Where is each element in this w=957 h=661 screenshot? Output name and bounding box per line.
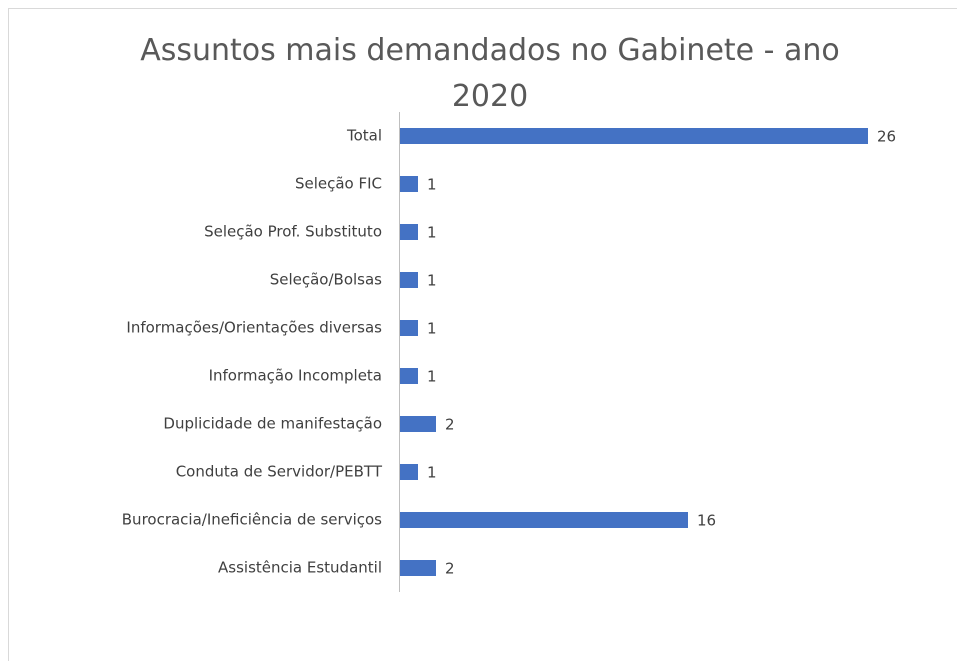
data-label: 1 — [427, 272, 437, 290]
data-label: 2 — [445, 416, 455, 434]
bar — [400, 224, 418, 240]
bar — [400, 512, 688, 528]
bar — [400, 272, 418, 288]
bar — [400, 176, 418, 192]
chart-border — [8, 8, 957, 661]
category-label: Informação Incompleta — [209, 367, 382, 385]
bar — [400, 368, 418, 384]
category-label: Burocracia/Ineficiência de serviços — [122, 511, 382, 529]
bar — [400, 416, 436, 432]
data-label: 1 — [427, 224, 437, 242]
data-label: 1 — [427, 176, 437, 194]
data-label: 16 — [697, 512, 716, 530]
category-label: Assistência Estudantil — [218, 559, 382, 577]
category-label: Informações/Orientações diversas — [126, 319, 382, 337]
data-label: 1 — [427, 464, 437, 482]
bar — [400, 560, 436, 576]
bar — [400, 320, 418, 336]
data-label: 2 — [445, 560, 455, 578]
data-label: 26 — [877, 128, 896, 146]
category-label: Total — [346, 127, 382, 145]
bar — [400, 464, 418, 480]
category-label: Conduta de Servidor/PEBTT — [176, 463, 383, 481]
category-label: Duplicidade de manifestação — [163, 415, 382, 433]
data-label: 1 — [427, 320, 437, 338]
bar — [400, 128, 868, 144]
category-label: Seleção FIC — [295, 175, 382, 193]
chart-title: Assuntos mais demandados no Gabinete - a… — [140, 33, 840, 114]
data-label: 1 — [427, 368, 437, 386]
category-label: Seleção/Bolsas — [270, 271, 382, 289]
category-label: Seleção Prof. Substituto — [204, 223, 382, 241]
